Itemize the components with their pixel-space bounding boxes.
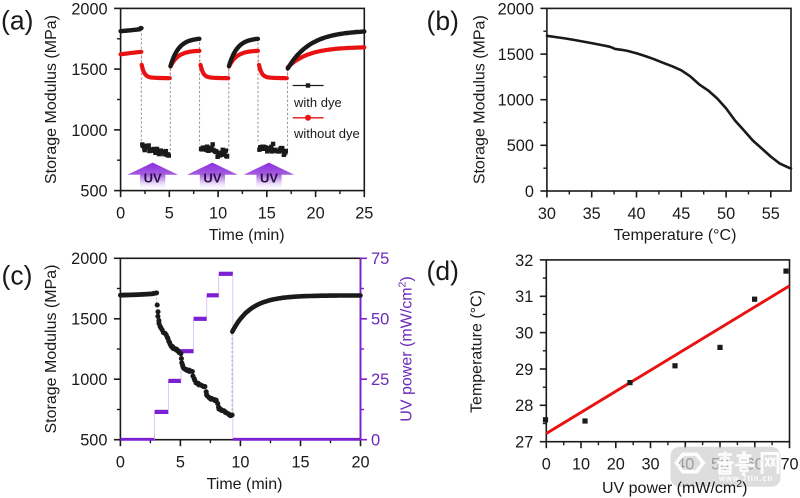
svg-text:55: 55 [762,205,780,223]
svg-text:28: 28 [515,397,533,415]
svg-text:15: 15 [291,454,309,472]
svg-text:UV: UV [203,171,221,186]
svg-text:Storage Modulus (MPa): Storage Modulus (MPa) [43,15,60,184]
svg-text:2000: 2000 [71,250,107,268]
svg-text:Storage Modulus (MPa): Storage Modulus (MPa) [472,15,489,184]
svg-text:50: 50 [371,311,389,329]
svg-text:Temperature (°C): Temperature (°C) [469,290,486,413]
svg-text:10: 10 [209,205,227,223]
svg-text:0: 0 [542,456,551,474]
svg-text:0: 0 [371,432,380,450]
svg-text:1500: 1500 [71,311,107,329]
svg-text:500: 500 [507,137,534,155]
svg-text:30: 30 [641,456,659,474]
svg-text:Temperature (°C): Temperature (°C) [614,227,737,244]
svg-text:5: 5 [165,205,174,223]
svg-text:Time (min): Time (min) [207,476,283,493]
svg-text:(d): (d) [427,256,459,286]
svg-text:35: 35 [583,205,601,223]
svg-text:1000: 1000 [498,92,534,110]
svg-text:10: 10 [231,454,249,472]
svg-text:10: 10 [572,456,590,474]
svg-text:5: 5 [176,454,185,472]
svg-text:1000: 1000 [71,371,107,389]
svg-text:(a): (a) [1,6,33,36]
svg-text:500: 500 [80,183,107,201]
svg-text:UV: UV [144,171,162,186]
svg-text:25: 25 [355,205,373,223]
svg-text:0: 0 [116,454,125,472]
svg-text:50: 50 [717,205,735,223]
svg-text:75: 75 [371,250,389,268]
svg-text:40: 40 [627,205,645,223]
svg-text:0: 0 [525,183,534,201]
svg-text:2000: 2000 [498,0,534,18]
svg-text:500: 500 [80,432,107,450]
svg-text:www.7tin.cn: www.7tin.cn [718,474,773,483]
svg-text:with dye: with dye [293,95,342,110]
svg-text:1500: 1500 [498,46,534,64]
svg-text:30: 30 [538,205,556,223]
svg-text:UV power (mW/cm2): UV power (mW/cm2) [397,276,416,421]
svg-text:0: 0 [116,205,125,223]
svg-text:Storage Modulus (MPa): Storage Modulus (MPa) [43,265,60,434]
svg-text:45: 45 [672,205,690,223]
svg-text:29: 29 [515,361,533,379]
svg-text:UV power (mW/cm2): UV power (mW/cm2) [602,478,747,497]
svg-text:31: 31 [515,288,533,306]
svg-text:(b): (b) [427,6,459,36]
svg-text:1500: 1500 [71,61,107,79]
svg-text:20: 20 [607,456,625,474]
svg-text:without dye: without dye [293,126,360,141]
svg-text:2000: 2000 [71,0,107,18]
svg-text:15: 15 [258,205,276,223]
svg-text:UV: UV [260,171,278,186]
svg-text:25: 25 [371,371,389,389]
svg-text:20: 20 [351,454,369,472]
svg-text:32: 32 [515,252,533,270]
svg-text:1000: 1000 [71,122,107,140]
svg-text:(c): (c) [2,261,33,291]
svg-text:70: 70 [780,456,798,474]
svg-text:30: 30 [515,325,533,343]
svg-text:20: 20 [307,205,325,223]
svg-text:Time (min): Time (min) [209,227,285,244]
svg-text:27: 27 [515,434,533,452]
